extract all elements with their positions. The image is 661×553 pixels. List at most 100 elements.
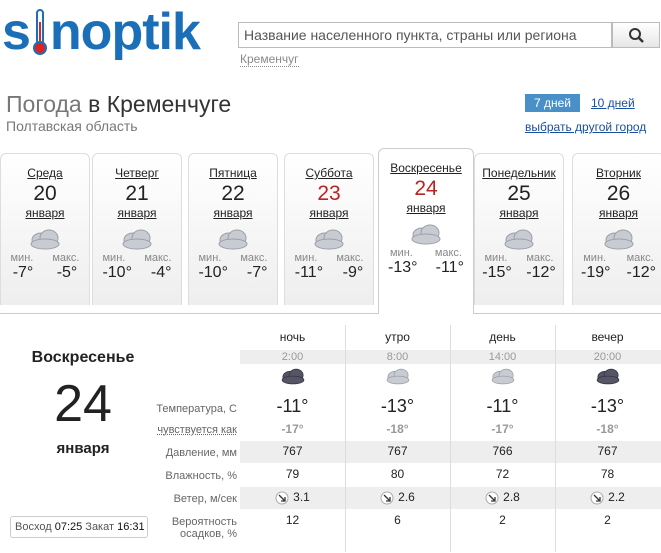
period-icon (345, 366, 450, 388)
period-tab[interactable]: 10 дней (591, 96, 635, 110)
row-value: 3.1 (240, 490, 345, 505)
min-temp: -10° (198, 264, 228, 281)
row-value: 12 (240, 513, 345, 527)
value: 72 (495, 467, 510, 481)
day-name: Понедельник (482, 166, 556, 180)
value: -18° (596, 422, 619, 436)
temp-labels: мин. макс. (1, 252, 89, 264)
sun-times: Восход 07:25 Закат 16:31 (10, 516, 148, 538)
period-name: утро (385, 330, 410, 344)
day-month: января (499, 206, 539, 220)
temp-labels: мин. макс. (189, 252, 277, 264)
min-label: мин. (484, 252, 508, 264)
wind-arrow (485, 491, 499, 505)
temps: -13° -11° (379, 259, 473, 277)
day-card[interactable]: Пятница 22 января мин. макс. -10° -7° (188, 153, 278, 305)
temps: -11° -9° (285, 264, 373, 282)
max-temp: -11° (435, 259, 464, 276)
min-temp: -19° (580, 264, 611, 281)
search-input[interactable]: Название населенного пункта, страны или … (238, 22, 612, 48)
change-city-link[interactable]: выбрать другой город (525, 120, 647, 134)
day-date: 22 (221, 182, 245, 205)
value: -18° (386, 422, 409, 436)
period-icon (240, 366, 345, 388)
row-label: Влажность, % (165, 470, 237, 482)
value: 766 (492, 444, 513, 458)
row-label: Давление, мм (165, 447, 237, 459)
period-time: 20:00 (593, 351, 622, 363)
max-label: макс. (526, 252, 554, 264)
weather-icon (491, 368, 514, 385)
temps: -10° -4° (93, 264, 181, 282)
weather-icon (30, 229, 60, 250)
sunrise: 07:25 (54, 521, 83, 533)
max-temp: -5° (56, 264, 78, 281)
search-button[interactable] (612, 22, 660, 48)
value: 12 (285, 513, 300, 527)
row-label: чувствуется как (157, 424, 237, 436)
day-month: января (406, 201, 446, 215)
max-label: макс. (626, 252, 654, 264)
temp-labels: мин. макс. (573, 252, 661, 264)
day-date: 21 (125, 182, 149, 205)
column-divider (555, 325, 556, 552)
day-month: января (117, 206, 157, 220)
row-value: -13° (345, 396, 450, 417)
day-name: Среда (27, 166, 63, 180)
temp-labels: мин. макс. (379, 247, 473, 259)
weather-icon (411, 224, 441, 245)
value: 2 (604, 513, 611, 527)
weather-icon (122, 229, 152, 250)
max-temp: -12° (626, 264, 657, 281)
search-hint[interactable]: Кременчуг (240, 52, 299, 67)
min-temp: -15° (482, 264, 512, 281)
row-value: -18° (555, 422, 660, 436)
period-icon (555, 366, 660, 388)
page-title: Погода в Кременчуге (6, 91, 231, 118)
min-label: мин. (10, 252, 34, 264)
row-value: -17° (450, 422, 555, 436)
day-card[interactable]: Четверг 21 января мин. макс. -10° -4° (92, 153, 182, 305)
day-month: января (213, 206, 253, 220)
max-label: макс. (240, 252, 268, 264)
temps: -19° -12° (573, 264, 661, 282)
day-card[interactable]: Среда 20 января мин. макс. -7° -5° (0, 153, 90, 305)
day-card[interactable]: Вторник 26 января мин. макс. -19° -12° (572, 153, 661, 305)
title-city: в Кременчуге (88, 91, 232, 117)
wind-arrow (590, 491, 604, 505)
weather-icon (386, 368, 409, 385)
day-card[interactable]: Понедельник 25 января мин. макс. -15° -12° (474, 153, 564, 305)
min-label: мин. (102, 252, 126, 264)
row-value: 2.8 (450, 490, 555, 505)
wind-arrow (275, 491, 289, 505)
weather-icon (218, 229, 248, 250)
day-card[interactable]: Суббота 23 января мин. макс. -11° -9° (284, 153, 374, 305)
period-time: 2:00 (281, 351, 304, 363)
temps: -7° -5° (1, 264, 89, 282)
max-temp: -12° (526, 264, 556, 281)
sunset: 16:31 (117, 521, 145, 533)
row-value: 2.2 (555, 490, 660, 505)
max-label: макс. (434, 247, 462, 259)
details-panel (0, 313, 661, 553)
row-value: 2.6 (345, 490, 450, 505)
day-card[interactable]: Воскресенье 24 января мин. макс. -13° -11° (378, 148, 474, 314)
row-value: 72 (450, 467, 555, 481)
value: 2.6 (398, 490, 415, 504)
value: -13° (380, 396, 415, 416)
period-tab[interactable]: 7 дней (525, 94, 581, 112)
value: -17° (491, 422, 514, 436)
column-divider (345, 325, 346, 552)
thermometer-icon (32, 9, 47, 55)
row-label: Температура, С (156, 403, 237, 415)
day-name: Четверг (115, 166, 159, 180)
logo[interactable]: s noptik (2, 0, 201, 64)
row-value: 767 (555, 444, 660, 458)
row-value: 79 (240, 467, 345, 481)
max-temp: -7° (246, 264, 268, 281)
day-date: 20 (33, 182, 57, 205)
logo-start: s (2, 3, 31, 61)
weather-icon (504, 229, 534, 250)
detail-month: января (56, 440, 110, 457)
